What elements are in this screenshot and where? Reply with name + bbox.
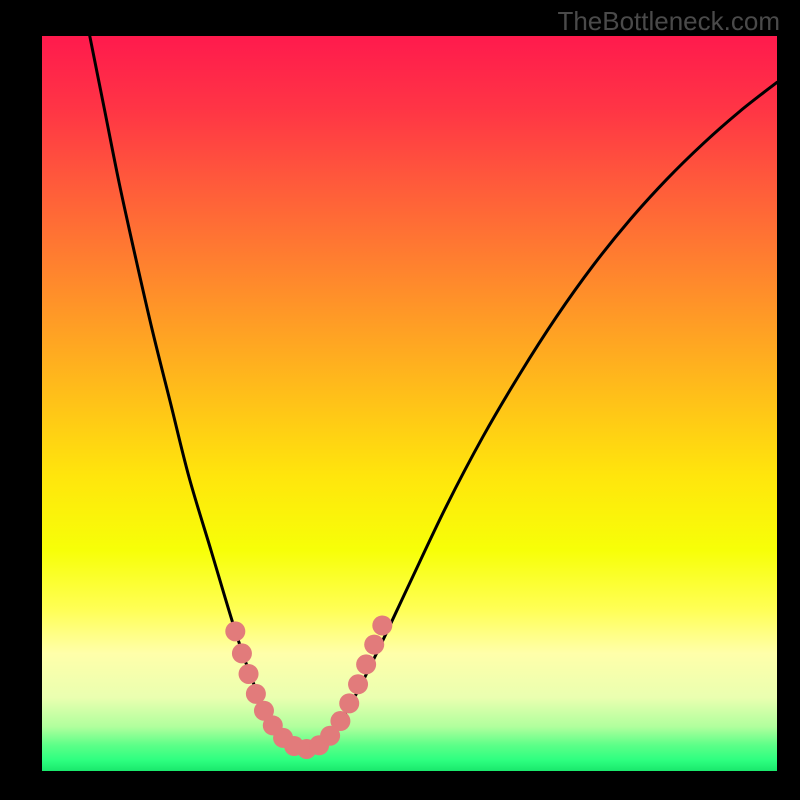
- curve-layer: [42, 36, 777, 771]
- overlay-dot: [348, 674, 368, 694]
- watermark-text: TheBottleneck.com: [557, 6, 780, 37]
- overlay-dot: [356, 654, 376, 674]
- bottleneck-curve: [90, 36, 777, 750]
- overlay-dot: [372, 615, 392, 635]
- overlay-dot: [225, 621, 245, 641]
- dot-overlay-group: [225, 615, 392, 758]
- overlay-dot: [339, 693, 359, 713]
- overlay-dot: [232, 643, 252, 663]
- overlay-dot: [239, 664, 259, 684]
- plot-area: [42, 36, 777, 771]
- overlay-dot: [330, 711, 350, 731]
- overlay-dot: [364, 635, 384, 655]
- chart-container: TheBottleneck.com: [0, 0, 800, 800]
